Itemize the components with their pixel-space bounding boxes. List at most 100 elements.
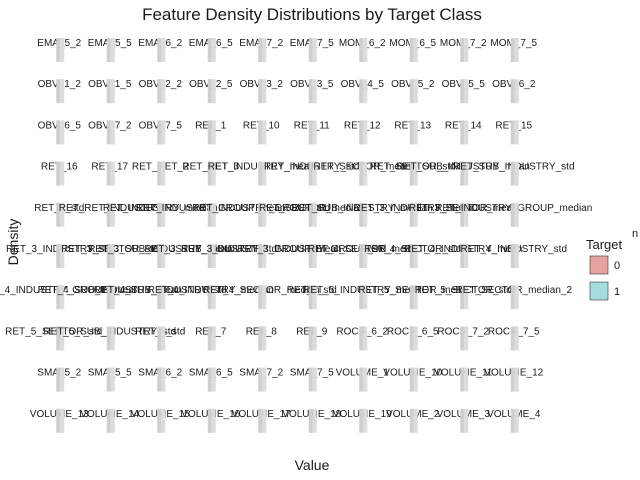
facet-panel: ROCR_7_2 <box>437 326 490 351</box>
density-class-1 <box>312 367 317 392</box>
facet-panel: VOLUME_16 <box>181 408 241 433</box>
facet-panel: VOLUME_4 <box>487 408 541 433</box>
density-class-0 <box>409 244 414 268</box>
facet-panel: OBV_3_5 <box>290 79 334 104</box>
facet-grid: EMA_5_2EMA_5_5EMA_6_2EMA_6_5EMA_7_2EMA_7… <box>0 38 592 433</box>
density-class-0 <box>207 285 212 310</box>
density-class-1 <box>312 161 317 186</box>
facet-panel: OBV_1_2 <box>38 79 81 104</box>
density-class-1 <box>363 120 368 145</box>
density-class-0 <box>409 326 414 351</box>
facet-panel: ROCR_7_5 <box>488 326 540 351</box>
density-class-1 <box>161 161 166 186</box>
facet-panel: OBV_5_2 <box>391 79 435 104</box>
density-class-1 <box>363 161 368 186</box>
density-class-1 <box>60 38 65 62</box>
density-class-0 <box>106 161 111 186</box>
density-class-0 <box>106 38 111 62</box>
density-class-1 <box>161 120 166 145</box>
density-class-1 <box>262 285 267 310</box>
density-class-1 <box>110 79 115 104</box>
facet-panel: OBV_3_2 <box>240 79 283 104</box>
facet-panel: RET_SUB_INDUSTRY_median <box>292 202 433 227</box>
density-class-0 <box>56 244 61 268</box>
density-class-0 <box>157 202 162 227</box>
facet-panel: RET_11 <box>294 120 330 145</box>
facet-panel: RET_6_std <box>135 326 185 351</box>
facet-panel: VOLUME_12 <box>484 367 544 392</box>
facet-panel: RET_4_SECTOR_std <box>364 244 461 268</box>
legend-label-0: 0 <box>614 260 620 272</box>
density-class-0 <box>510 367 515 392</box>
facet-panel: RET_5_SUB_INDUSTRY_std <box>43 326 176 351</box>
legend-swatch-0 <box>589 255 609 275</box>
density-class-0 <box>510 326 515 351</box>
facet-panel: RET_4_INDUSTRY_median <box>148 285 274 310</box>
density-class-1 <box>363 408 368 433</box>
density-class-1 <box>514 161 519 186</box>
facet-panel: OBV_4_5 <box>341 79 384 104</box>
density-class-1 <box>262 408 267 433</box>
density-class-0 <box>258 244 263 268</box>
density-class-0 <box>258 326 263 351</box>
facet-panel: OBV_7_2 <box>88 120 132 145</box>
facet-panel: RET_INDUSTRY_GROUP_median <box>435 202 592 227</box>
density-class-0 <box>56 408 61 433</box>
density-class-0 <box>359 367 364 392</box>
facet-panel: RET_13 <box>394 120 432 145</box>
density-class-0 <box>258 79 263 104</box>
density-class-0 <box>157 120 162 145</box>
facet-panel: RET_5_INDUSTRY_mean <box>303 285 421 310</box>
density-class-1 <box>413 326 418 351</box>
facet-panel: OBV_6_2 <box>492 79 536 104</box>
density-class-0 <box>308 38 313 62</box>
facet-panel: RET_3_SECTOR_std <box>61 244 158 268</box>
facet-panel: SMA_7_2 <box>239 367 284 392</box>
density-class-1 <box>514 202 519 227</box>
density-class-1 <box>60 244 65 268</box>
density-class-1 <box>161 38 166 62</box>
density-class-1 <box>312 244 317 268</box>
density-class-1 <box>464 244 469 268</box>
density-class-0 <box>308 367 313 392</box>
legend-title: Target <box>586 237 623 252</box>
density-class-1 <box>211 120 216 145</box>
facet-panel: RET_SECTOR_mean <box>313 161 411 186</box>
density-class-1 <box>464 326 469 351</box>
facet-panel: VOLUME_17 <box>232 408 291 433</box>
density-class-0 <box>207 79 212 104</box>
density-class-0 <box>409 285 414 310</box>
density-class-0 <box>510 120 515 145</box>
density-class-0 <box>207 408 212 433</box>
density-class-0 <box>359 202 364 227</box>
density-class-1 <box>514 79 519 104</box>
density-class-1 <box>413 408 418 433</box>
density-class-1 <box>262 120 267 145</box>
density-class-1 <box>110 244 115 268</box>
facet-panel: RET_1 <box>195 120 227 145</box>
facet-panel: RET_14 <box>445 120 482 145</box>
facet-panel: OBV_2_5 <box>189 79 233 104</box>
density-class-0 <box>157 326 162 351</box>
density-class-1 <box>211 244 216 268</box>
facet-panel: VOLUME_11 <box>434 367 493 392</box>
density-class-0 <box>460 244 465 268</box>
facet-panel: OBV_5_5 <box>442 79 485 104</box>
density-class-0 <box>207 367 212 392</box>
density-class-0 <box>56 285 61 310</box>
facet-panel: RET_3_SUB_INDUSTRY_std <box>144 244 277 268</box>
density-class-1 <box>161 367 166 392</box>
density-class-0 <box>308 244 313 268</box>
legend: Target 0 1 n <box>586 228 638 301</box>
facet-panel: EMA_7_2 <box>239 38 284 62</box>
legend-label-1: 1 <box>614 286 620 298</box>
facet-panel: VOLUME_15 <box>131 408 190 433</box>
density-class-1 <box>464 285 469 310</box>
density-class-0 <box>157 367 162 392</box>
facet-panel: RET_4_std <box>287 285 337 310</box>
facet-panel: RET_SUB_INDUSTRY_mean <box>397 161 530 186</box>
density-class-0 <box>460 202 465 227</box>
legend-overflow-text: n <box>632 228 638 240</box>
density-class-0 <box>409 408 414 433</box>
